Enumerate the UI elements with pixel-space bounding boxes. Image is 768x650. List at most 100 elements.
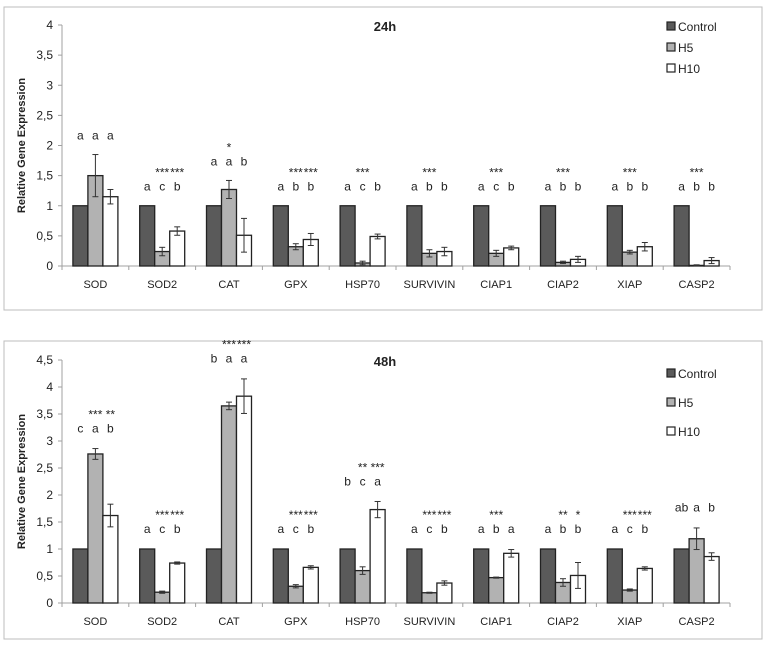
significance-stars: ***	[170, 166, 184, 180]
bar-control	[339, 205, 356, 267]
significance-stars: ***	[690, 166, 704, 180]
significance-letter: a	[144, 180, 151, 194]
bar-h10	[703, 555, 720, 604]
x-tick-label: HSP70	[345, 279, 380, 291]
bar-control	[406, 205, 423, 267]
legend-label: H5	[678, 396, 694, 410]
x-tick-label: SOD	[83, 279, 107, 291]
bar-h10	[369, 235, 386, 267]
bar-control	[272, 205, 289, 267]
legend-swatch-h10	[666, 426, 676, 436]
significance-letter: c	[627, 522, 633, 536]
legend-swatch-control	[666, 21, 676, 31]
significance-letter: c	[293, 522, 299, 536]
bar-control	[139, 205, 156, 267]
y-tick-label: 3	[46, 78, 53, 92]
bar-h5	[220, 188, 238, 267]
significance-letter: b	[493, 522, 500, 536]
y-tick-label: 3	[46, 434, 53, 448]
bar-h10	[503, 247, 520, 267]
significance-letter: b	[211, 352, 218, 366]
significance-letter: a	[226, 352, 233, 366]
significance-letter: b	[107, 421, 114, 435]
y-tick-label: 1,5	[36, 515, 53, 529]
significance-letter: b	[575, 180, 582, 194]
y-tick-label: 3,5	[36, 48, 53, 62]
legend-swatch-control	[666, 368, 676, 378]
legend-label: H10	[678, 425, 700, 439]
significance-letter: a	[508, 522, 515, 536]
significance-letter: a	[611, 522, 618, 536]
legend-label: Control	[678, 20, 717, 34]
bar-h5	[287, 585, 304, 604]
bar-h5	[220, 405, 238, 604]
bar-control	[673, 548, 690, 604]
x-tick-label: SOD	[83, 616, 107, 628]
significance-letter: a	[107, 128, 114, 142]
significance-letter: a	[478, 522, 485, 536]
bar-control	[72, 548, 89, 604]
significance-letter: c	[159, 180, 165, 194]
x-tick-label: CIAP1	[480, 616, 512, 628]
significance-letter: b	[708, 180, 715, 194]
x-tick-label: GPX	[284, 616, 308, 628]
significance-letter: a	[693, 501, 700, 515]
significance-stars: ***	[422, 166, 436, 180]
bar-control	[139, 548, 156, 604]
bar-h10	[503, 552, 520, 604]
significance-letter: a	[77, 128, 84, 142]
y-tick-label: 4	[46, 18, 53, 32]
significance-letter: a	[478, 180, 485, 194]
x-tick-label: SURVIVIN	[404, 616, 456, 628]
significance-stars: *	[576, 508, 581, 522]
bar-control	[539, 205, 557, 267]
significance-letter: a	[611, 180, 618, 194]
significance-letter: b	[693, 180, 700, 194]
significance-stars: ***	[422, 508, 436, 522]
bar-h10	[369, 508, 386, 604]
significance-letter: b	[241, 154, 248, 168]
significance-letter: b	[174, 522, 181, 536]
significance-letter: b	[344, 474, 351, 488]
y-tick-label: 2	[46, 139, 53, 153]
y-tick-label: 0,5	[36, 229, 53, 243]
significance-letter: a	[344, 180, 351, 194]
bar-control	[205, 548, 223, 604]
significance-letter: a	[678, 180, 685, 194]
significance-stars: ***	[638, 508, 652, 522]
significance-stars: ***	[289, 508, 303, 522]
significance-letter: b	[575, 522, 582, 536]
bar-control	[606, 548, 623, 604]
bar-control	[539, 548, 557, 604]
y-tick-label: 1	[46, 199, 53, 213]
significance-letter: b	[708, 501, 715, 515]
significance-letter: a	[545, 180, 552, 194]
significance-letter: a	[92, 128, 99, 142]
y-tick-label: 4,5	[36, 353, 53, 367]
significance-letter: a	[92, 421, 99, 435]
significance-stars: ***	[623, 508, 637, 522]
significance-stars: ***	[623, 166, 637, 180]
legend-label: H5	[678, 41, 694, 55]
significance-stars: ***	[88, 407, 102, 421]
significance-stars: ***	[155, 166, 169, 180]
bar-control	[205, 205, 223, 267]
significance-stars: ***	[304, 166, 318, 180]
y-tick-label: 0	[46, 596, 53, 610]
significance-letter: c	[360, 180, 366, 194]
bar-control	[272, 548, 289, 604]
legend-swatch-h5	[666, 397, 676, 407]
significance-letter: b	[508, 180, 515, 194]
x-tick-label: XIAP	[617, 279, 642, 291]
x-tick-label: CIAP2	[547, 616, 579, 628]
significance-stars: ***	[371, 460, 385, 474]
bar-h5	[621, 589, 638, 604]
significance-letter: a	[411, 522, 418, 536]
y-tick-label: 2,5	[36, 108, 53, 122]
significance-letter: a	[277, 522, 284, 536]
x-tick-label: HSP70	[345, 616, 380, 628]
y-tick-label: 4	[46, 380, 53, 394]
significance-letter: b	[426, 180, 433, 194]
significance-letter: b	[374, 180, 381, 194]
